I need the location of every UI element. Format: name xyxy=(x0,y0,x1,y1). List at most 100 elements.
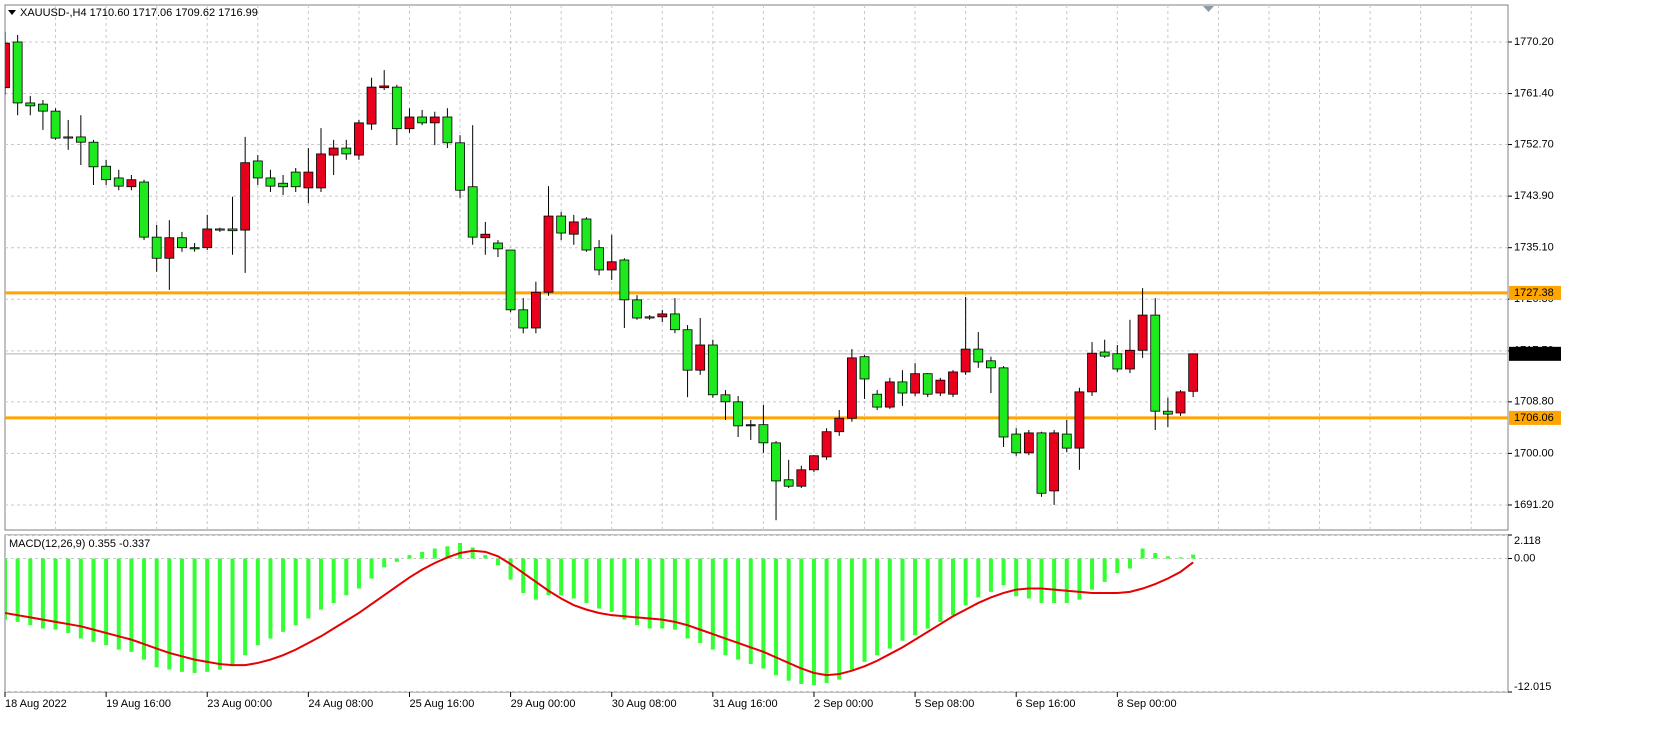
histogram-bar xyxy=(559,558,564,596)
histogram-bar xyxy=(710,558,715,650)
histogram-bar xyxy=(761,558,766,669)
candle-body xyxy=(505,249,516,311)
histogram-bar xyxy=(369,558,374,579)
candle-body xyxy=(227,228,238,232)
histogram-bar xyxy=(5,558,7,620)
axes: 1770.201761.401752.701743.901735.101726.… xyxy=(4,36,1561,710)
histogram-bar xyxy=(78,558,83,639)
candle-body xyxy=(632,299,642,319)
histogram-bar xyxy=(142,558,147,660)
candle-body xyxy=(1150,314,1161,412)
candle-body xyxy=(25,102,36,107)
candle-body xyxy=(619,259,630,301)
candle-body xyxy=(1175,391,1186,414)
histogram-bar xyxy=(167,558,172,670)
histogram-bar xyxy=(748,558,753,665)
candle-body xyxy=(5,42,10,89)
histogram-bar xyxy=(179,558,184,672)
candle-body xyxy=(745,424,756,427)
y-tick-label: 1770.20 xyxy=(1514,36,1554,48)
x-tick-label: 23 Aug 00:00 xyxy=(207,698,272,710)
histogram-bar xyxy=(723,558,728,656)
histogram-bar xyxy=(925,558,930,629)
candle-body xyxy=(960,348,971,373)
candle-body xyxy=(682,329,693,371)
histogram-bar xyxy=(192,558,197,673)
last-price-box xyxy=(1509,346,1561,361)
histogram-bar xyxy=(988,558,993,592)
candle-body xyxy=(12,41,23,104)
candle-body xyxy=(164,237,175,259)
candle-body xyxy=(88,141,99,168)
candle-body xyxy=(771,442,781,482)
histogram-bar xyxy=(900,558,905,641)
shift-marker xyxy=(1203,6,1214,12)
candle-body xyxy=(480,233,491,239)
histogram-bar xyxy=(129,558,134,652)
histogram-bar xyxy=(951,558,955,616)
candle-body xyxy=(202,228,213,249)
candle-body xyxy=(872,393,883,408)
histogram-bar xyxy=(1001,558,1006,586)
histogram-bar xyxy=(407,555,412,559)
candle-body xyxy=(1125,349,1135,370)
histogram-bar xyxy=(862,558,867,662)
signal-line xyxy=(5,549,1194,677)
candle-body xyxy=(1049,432,1060,492)
histogram-bar xyxy=(331,558,336,603)
histogram-bar xyxy=(495,558,500,566)
histogram-bar xyxy=(533,558,538,600)
histogram-bar xyxy=(344,558,349,596)
candle-body xyxy=(783,479,794,487)
histogram-bar xyxy=(597,558,602,609)
candle-body xyxy=(404,116,415,130)
histogram-bar xyxy=(306,558,311,619)
macd-title: MACD(12,26,9) 0.355 -0.337 xyxy=(9,538,150,550)
histogram-bar xyxy=(28,558,33,626)
x-tick-label: 31 Aug 16:00 xyxy=(713,698,778,710)
candle-body xyxy=(126,179,137,188)
candle-body xyxy=(252,160,263,179)
histogram-bar xyxy=(53,558,58,630)
candle-body xyxy=(455,142,465,191)
candle-body xyxy=(1162,410,1173,415)
histogram-bar xyxy=(1140,548,1145,559)
candle-body xyxy=(809,455,819,471)
histogram-bar xyxy=(635,558,639,626)
histogram-bar xyxy=(1102,558,1107,582)
x-tick-label: 19 Aug 16:00 xyxy=(106,698,171,710)
histogram-bar xyxy=(445,546,450,559)
histogram-bar xyxy=(1026,558,1031,599)
histogram-bar xyxy=(293,558,298,626)
level-label: 1727.38 xyxy=(1514,287,1554,299)
histogram-bar xyxy=(887,558,892,649)
histogram-bar xyxy=(15,558,20,622)
candle-body xyxy=(75,136,86,143)
candle-body xyxy=(644,316,655,319)
candle-body xyxy=(240,162,251,231)
histogram-bar xyxy=(1090,558,1095,590)
histogram-bar xyxy=(508,558,513,580)
histogram-bar xyxy=(268,558,273,639)
menu-arrow[interactable] xyxy=(8,10,16,15)
histogram-bar xyxy=(281,558,286,632)
y-tick-label: -12.015 xyxy=(1514,681,1551,693)
y-tick-label: 1752.70 xyxy=(1514,138,1554,150)
candle-body xyxy=(594,247,604,271)
level-label: 1706.06 xyxy=(1514,412,1554,424)
candle-body xyxy=(391,86,402,130)
macd-plot xyxy=(5,542,1196,686)
histogram-bar xyxy=(230,558,235,667)
candle-body xyxy=(328,147,339,156)
candle-body xyxy=(214,228,225,231)
histogram-bar xyxy=(1077,558,1082,600)
histogram-bar xyxy=(622,558,627,620)
histogram-bar xyxy=(483,555,488,559)
candle-body xyxy=(1061,433,1072,449)
candle-body xyxy=(1099,351,1110,357)
candle-body xyxy=(581,218,592,251)
histogram-bar xyxy=(913,558,918,636)
candle-body xyxy=(429,116,440,124)
candle-body xyxy=(910,373,920,394)
histogram-bar xyxy=(1127,558,1132,569)
